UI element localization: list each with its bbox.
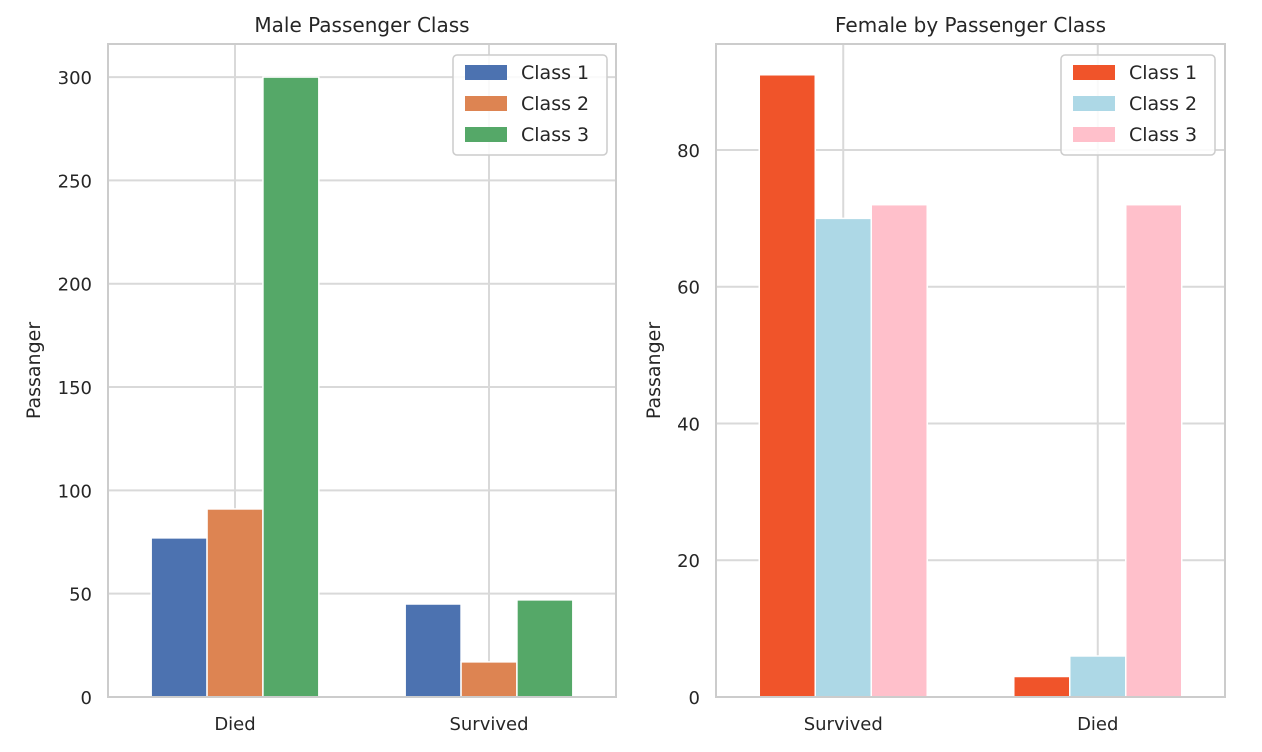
legend-swatch bbox=[1073, 96, 1115, 111]
legend-swatch bbox=[465, 96, 507, 111]
legend-label: Class 2 bbox=[521, 93, 589, 115]
y-tick-label: 50 bbox=[69, 585, 92, 606]
y-tick-label: 40 bbox=[677, 414, 700, 435]
legend-label: Class 1 bbox=[1129, 62, 1197, 84]
chart-title: Male Passenger Class bbox=[254, 13, 469, 37]
y-tick-label: 250 bbox=[58, 171, 92, 192]
legend-label: Class 3 bbox=[1129, 124, 1197, 146]
y-tick-label: 300 bbox=[58, 68, 92, 89]
bar bbox=[1013, 675, 1071, 698]
bar bbox=[1124, 203, 1183, 698]
legend-swatch bbox=[465, 65, 507, 80]
female-passenger-class-chart: 0 20 40 60 80 Survived Died Female by Passenger… bbox=[643, 13, 1226, 735]
chart-title: Female by Passenger Class bbox=[835, 13, 1106, 37]
y-tick-label: 60 bbox=[677, 278, 700, 299]
bar bbox=[206, 508, 264, 698]
male-passenger-class-chart: 0 50 100 150 200 250 300 Died Survived Male Passe… bbox=[23, 13, 617, 735]
x-tick-label: Died bbox=[214, 714, 255, 735]
axes-frame bbox=[107, 43, 617, 698]
bar bbox=[460, 661, 518, 698]
legend-swatch bbox=[1073, 127, 1115, 142]
y-tick-label: 0 bbox=[689, 688, 700, 709]
bar bbox=[1069, 655, 1127, 698]
y-axis-label: Passanger bbox=[643, 322, 665, 419]
bar bbox=[758, 74, 817, 698]
y-tick-label: 100 bbox=[58, 481, 92, 502]
x-tick-label: Died bbox=[1077, 714, 1118, 735]
legend-label: Class 1 bbox=[521, 62, 589, 84]
bar bbox=[870, 203, 928, 698]
bar bbox=[150, 537, 208, 698]
legend-label: Class 2 bbox=[1129, 93, 1197, 115]
x-tick-label: Survived bbox=[804, 714, 883, 735]
bar bbox=[262, 76, 320, 698]
bar bbox=[404, 603, 462, 698]
y-tick-label: 150 bbox=[58, 378, 92, 399]
y-tick-label: 200 bbox=[58, 275, 92, 296]
y-tick-label: 20 bbox=[677, 551, 700, 572]
y-tick-label: 80 bbox=[677, 141, 700, 162]
legend-swatch bbox=[1073, 65, 1115, 80]
x-tick-label: Survived bbox=[449, 714, 528, 735]
bar bbox=[516, 599, 574, 698]
legend-label: Class 3 bbox=[521, 124, 589, 146]
y-tick-label: 0 bbox=[81, 688, 92, 709]
y-axis-label: Passanger bbox=[23, 322, 45, 419]
axes-frame bbox=[715, 43, 1226, 698]
legend-swatch bbox=[465, 127, 507, 142]
bar bbox=[814, 217, 872, 698]
